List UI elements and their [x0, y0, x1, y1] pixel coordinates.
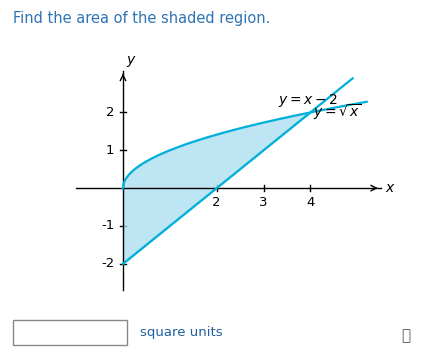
Text: $y=x-2$: $y=x-2$: [277, 92, 338, 109]
Text: $y=\sqrt{x}$: $y=\sqrt{x}$: [313, 102, 361, 121]
Text: 1: 1: [106, 144, 115, 157]
Text: x: x: [385, 181, 394, 195]
Text: Find the area of the shaded region.: Find the area of the shaded region.: [13, 11, 270, 25]
Text: -2: -2: [102, 257, 115, 270]
Text: square units: square units: [140, 326, 222, 339]
Text: 4: 4: [306, 196, 315, 210]
Text: -1: -1: [102, 219, 115, 233]
Text: 2: 2: [106, 106, 115, 119]
Text: 2: 2: [212, 196, 221, 210]
Text: y: y: [126, 53, 134, 67]
Text: 3: 3: [259, 196, 268, 210]
Text: ⓘ: ⓘ: [401, 329, 410, 343]
